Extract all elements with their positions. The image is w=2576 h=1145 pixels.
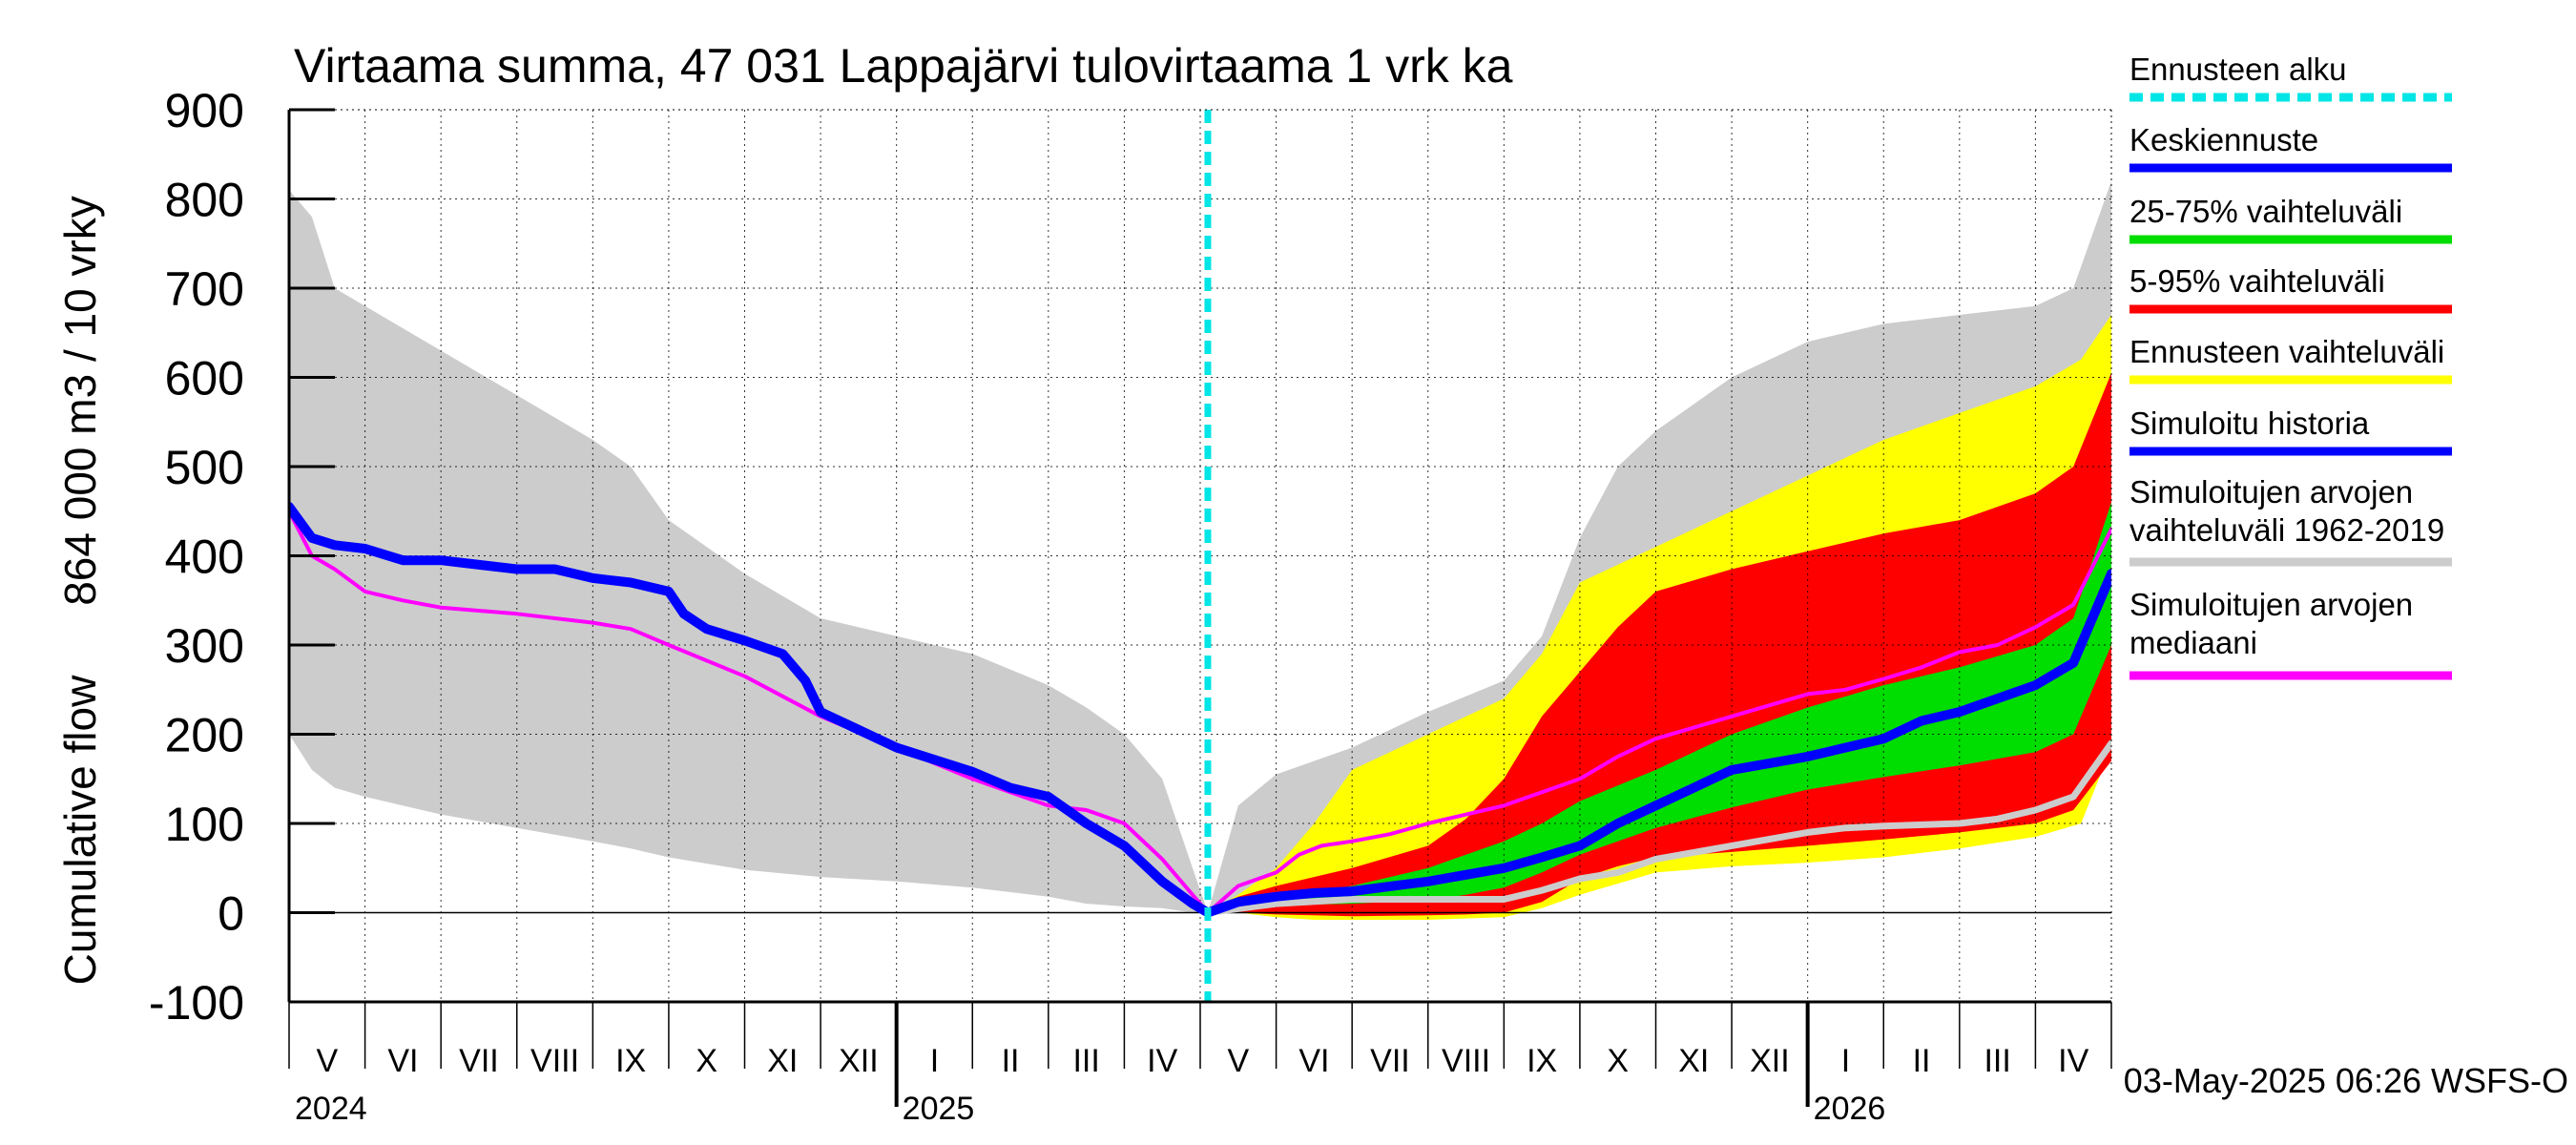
- month-label: XII: [839, 1043, 879, 1079]
- legend-label: Keskiennuste: [2129, 122, 2318, 157]
- y-tick-label: 200: [165, 709, 244, 762]
- month-label: II: [1002, 1043, 1020, 1079]
- month-label: X: [1607, 1043, 1629, 1079]
- band-3: [1208, 372, 2111, 917]
- month-label: V: [316, 1043, 338, 1079]
- month-label: IX: [1527, 1043, 1557, 1079]
- y-tick-label: 300: [165, 619, 244, 673]
- y-tick-label: 0: [218, 887, 244, 941]
- y-tick-label: 800: [165, 174, 244, 227]
- legend-label: Ennusteen alku: [2129, 52, 2347, 87]
- month-label: VIII: [530, 1043, 579, 1079]
- legend-label: Ennusteen vaihteluväli: [2129, 334, 2444, 369]
- month-label: V: [1227, 1043, 1249, 1079]
- month-label: XI: [1678, 1043, 1709, 1079]
- month-label: IX: [615, 1043, 646, 1079]
- series-line-4: [1203, 569, 2111, 918]
- month-label: XII: [1750, 1043, 1790, 1079]
- year-label: 2024: [295, 1091, 367, 1127]
- legend-label: vaihteluväli 1962-2019: [2129, 512, 2444, 548]
- month-label: VII: [1370, 1043, 1410, 1079]
- legend-label: mediaani: [2129, 625, 2257, 660]
- y-tick-label: 100: [165, 798, 244, 851]
- y-tick-label: 500: [165, 441, 244, 494]
- y-tick-label: 700: [165, 262, 244, 316]
- month-label: VII: [459, 1043, 499, 1079]
- series-line-3: [289, 502, 1213, 918]
- month-label: VI: [387, 1043, 418, 1079]
- legend-label: 5-95% vaihteluväli: [2129, 263, 2385, 299]
- y-tick-label: 600: [165, 352, 244, 406]
- month-label: XI: [767, 1043, 798, 1079]
- legend-label: 25-75% vaihteluväli: [2129, 194, 2402, 229]
- month-label: III: [1984, 1043, 2010, 1079]
- month-label: III: [1072, 1043, 1099, 1079]
- y-tick-label: 900: [165, 84, 244, 137]
- year-label: 2026: [1814, 1091, 1886, 1127]
- y-axis-label: 864 000 m3 / 10 vrky: [55, 196, 105, 606]
- y-tick-label: 400: [165, 531, 244, 584]
- legend-label: Simuloitujen arvojen: [2129, 587, 2413, 622]
- y-axis-label-english: Cumulative flow: [55, 675, 105, 985]
- band-4: [1208, 502, 2111, 913]
- month-label: VIII: [1442, 1043, 1490, 1079]
- chart-title: Virtaama summa, 47 031 Lappajärvi tulovi…: [294, 39, 1513, 93]
- series-line-1: [1204, 739, 2111, 916]
- footer-timestamp: 03-May-2025 06:26 WSFS-O: [2124, 1061, 2568, 1100]
- month-label: X: [696, 1043, 717, 1079]
- series-line-2: [289, 509, 2111, 915]
- legend-label: Simuloitujen arvojen: [2129, 474, 2413, 510]
- y-tick-label: -100: [149, 976, 244, 1030]
- year-label: 2025: [903, 1091, 975, 1127]
- month-label: IV: [2058, 1043, 2088, 1079]
- month-label: II: [1913, 1043, 1931, 1079]
- month-label: I: [930, 1043, 939, 1079]
- month-label: IV: [1147, 1043, 1177, 1079]
- month-label: VI: [1298, 1043, 1329, 1079]
- month-label: I: [1841, 1043, 1850, 1079]
- legend-label: Simuloitu historia: [2129, 406, 2370, 441]
